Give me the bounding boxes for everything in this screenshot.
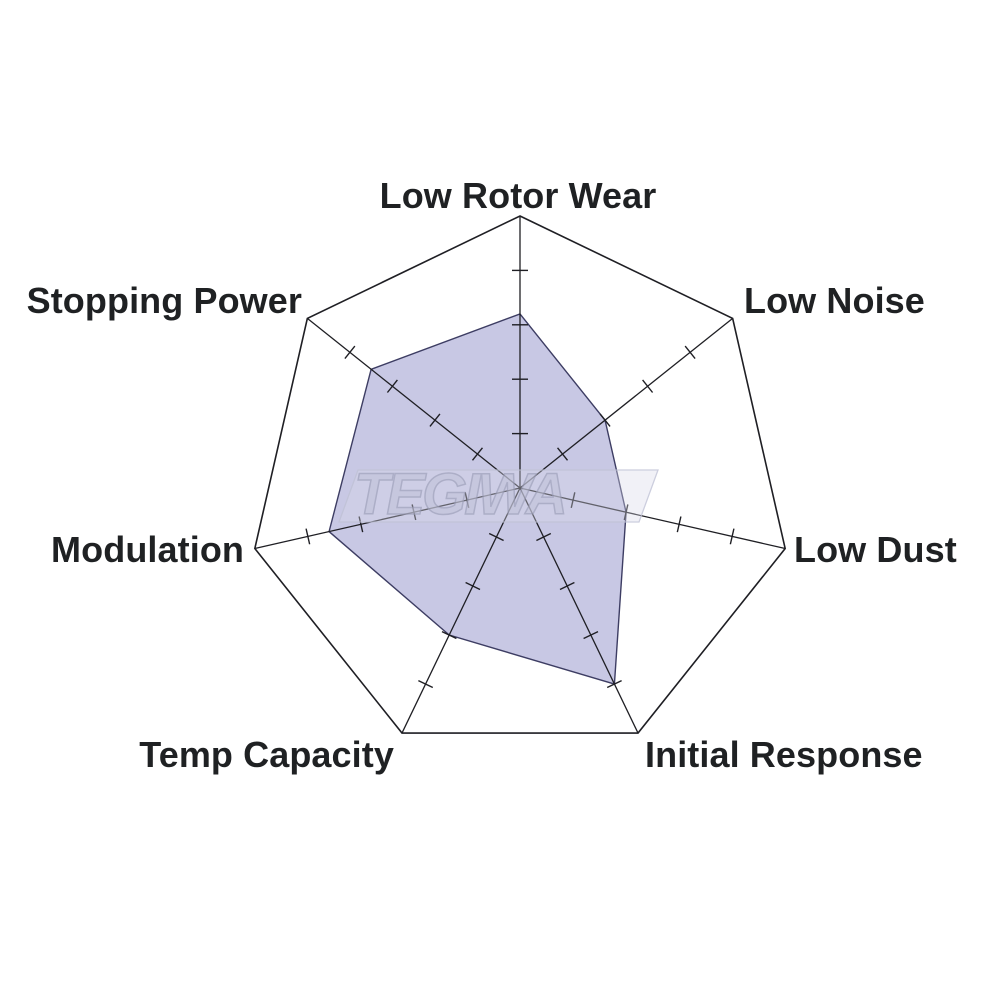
svg-text:TEGIWA: TEGIWA: [354, 462, 565, 527]
